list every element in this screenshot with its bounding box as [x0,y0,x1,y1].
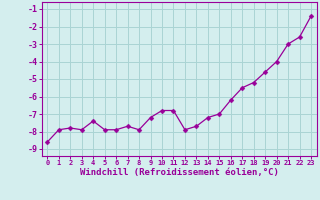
X-axis label: Windchill (Refroidissement éolien,°C): Windchill (Refroidissement éolien,°C) [80,168,279,177]
